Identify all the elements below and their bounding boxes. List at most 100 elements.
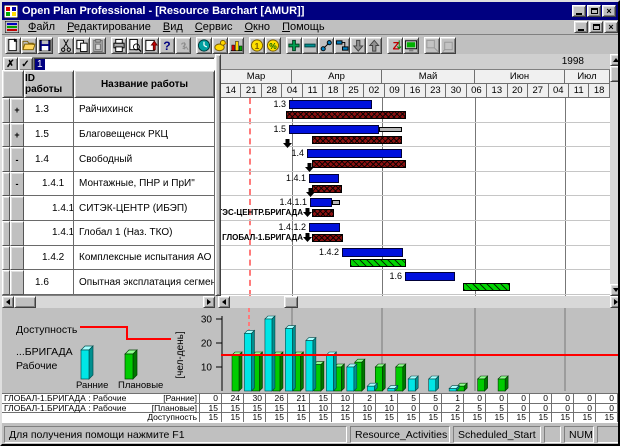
activity-name-cell[interactable]: Благовещенск РКЦ — [74, 122, 215, 148]
resource-value-cell[interactable]: 2 — [442, 403, 464, 413]
resource-value-cell[interactable]: 26 — [266, 393, 288, 403]
menu-window[interactable]: Окно — [244, 21, 271, 33]
gantt-bar-planned[interactable] — [289, 124, 379, 134]
resource-value-cell[interactable]: 12 — [332, 403, 354, 413]
gantt-bar-baseline[interactable] — [286, 111, 406, 119]
gantt-bar-actual[interactable] — [463, 283, 510, 292]
toolbar-split-activity-button[interactable] — [334, 36, 350, 54]
resource-value-cell[interactable]: 0 — [530, 403, 552, 413]
table-scroll-thumb[interactable] — [14, 296, 36, 308]
resource-value-cell[interactable]: 15 — [486, 412, 508, 422]
edit-accept-button[interactable]: ✓ — [18, 57, 33, 71]
menu-view[interactable]: Вид — [162, 21, 183, 33]
gantt-bar-float[interactable] — [332, 200, 340, 206]
toolbar-help-button[interactable]: ? — [159, 36, 175, 54]
resource-value-cell[interactable]: 1 — [376, 393, 398, 403]
resource-value-cell[interactable]: 5 — [398, 393, 420, 403]
resource-value-cell[interactable]: 24 — [222, 393, 244, 403]
pane-splitter[interactable] — [215, 54, 221, 296]
resource-value-cell[interactable]: 15 — [552, 412, 574, 422]
vertical-scroll-thumb[interactable] — [610, 66, 618, 82]
row-selector-button[interactable] — [2, 270, 10, 295]
resource-value-cell[interactable]: 0 — [420, 403, 442, 413]
gantt-bar-planned[interactable] — [405, 272, 455, 282]
resource-value-cell[interactable]: 15 — [332, 412, 354, 422]
gantt-bar-planned[interactable] — [307, 149, 402, 159]
scroll-down-button[interactable] — [610, 284, 618, 296]
toolbar-add-activity-button[interactable] — [286, 36, 302, 54]
toolbar-print-preview-button[interactable] — [127, 36, 143, 54]
activity-id-cell[interactable]: 1.4.1 — [24, 196, 74, 222]
toolbar-time-analysis-button[interactable] — [196, 36, 212, 54]
toolbar-print-button[interactable] — [111, 36, 127, 54]
collapse-button[interactable]: - — [10, 147, 24, 172]
mdi-close-button[interactable]: × — [604, 21, 618, 33]
resource-value-cell[interactable]: 10 — [310, 403, 332, 413]
gantt-bar-planned[interactable] — [289, 100, 372, 109]
table-scroll-left-button[interactable] — [2, 296, 14, 308]
activity-id-cell[interactable]: 1.4.2 — [24, 245, 74, 271]
row-selector-button[interactable] — [2, 171, 10, 197]
resource-value-cell[interactable]: 0 — [574, 403, 596, 413]
resource-value-cell[interactable]: 15 — [310, 412, 332, 422]
gantt-bar-baseline[interactable] — [312, 184, 342, 193]
edit-input[interactable]: 1 — [33, 57, 215, 71]
activity-id-cell[interactable]: 1.3 — [24, 98, 74, 123]
activity-name-cell[interactable]: Райчихинск — [74, 98, 215, 123]
resource-value-cell[interactable]: 15 — [596, 412, 618, 422]
resource-value-cell[interactable]: 21 — [288, 393, 310, 403]
corner-header-cell[interactable] — [2, 70, 24, 98]
toolbar-link-activities-button[interactable] — [318, 36, 334, 54]
resource-value-cell[interactable]: 5 — [420, 393, 442, 403]
menu-tools[interactable]: Сервис — [194, 21, 233, 33]
activity-name-cell[interactable]: Комплексные испытания АО — [74, 245, 215, 271]
gantt-scroll-thumb[interactable] — [284, 296, 298, 308]
resource-value-cell[interactable]: 0 — [508, 403, 530, 413]
row-selector-button[interactable] — [2, 98, 10, 123]
gantt-bar-float[interactable] — [379, 126, 402, 132]
resource-value-cell[interactable]: 15 — [200, 412, 222, 422]
toolbar-percent-complete-button[interactable]: % — [265, 36, 281, 54]
collapse-button[interactable]: - — [10, 171, 24, 197]
resource-value-cell[interactable]: 15 — [508, 412, 530, 422]
activity-id-cell[interactable]: 1.4.1 — [24, 221, 74, 246]
toolbar-copy-button[interactable] — [74, 36, 90, 54]
resource-value-cell[interactable]: 30 — [244, 393, 266, 403]
toolbar-histogram-button[interactable] — [228, 36, 244, 54]
resource-value-cell[interactable]: 10 — [376, 403, 398, 413]
toolbar-resource-analysis-button[interactable] — [212, 36, 228, 54]
resource-value-cell[interactable]: 15 — [200, 403, 222, 413]
resource-value-cell[interactable]: 15 — [266, 403, 288, 413]
restore-button[interactable] — [587, 5, 601, 17]
resource-value-cell[interactable]: 10 — [354, 403, 376, 413]
resource-value-cell[interactable]: 15 — [574, 412, 596, 422]
activity-id-cell[interactable]: 1.6 — [24, 270, 74, 295]
table-scroll-right-button[interactable] — [203, 296, 215, 308]
resource-value-cell[interactable]: 0 — [574, 393, 596, 403]
resource-value-cell[interactable]: 15 — [244, 403, 266, 413]
resource-value-cell[interactable]: 15 — [376, 412, 398, 422]
activity-id-cell[interactable]: 1.4 — [24, 147, 74, 172]
gantt-vertical-scrollbar[interactable] — [610, 54, 618, 296]
activity-name-cell[interactable]: Опытная эксплатация сегмента — [74, 270, 215, 295]
resource-value-cell[interactable]: 15 — [266, 412, 288, 422]
row-selector-button[interactable] — [2, 221, 10, 246]
gantt-bar-actual[interactable] — [350, 258, 406, 267]
gantt-bar-planned[interactable] — [309, 173, 339, 183]
resource-value-cell[interactable]: 11 — [288, 403, 310, 413]
activity-id-cell[interactable]: 1.5 — [24, 122, 74, 148]
resource-value-cell[interactable]: 15 — [222, 403, 244, 413]
document-icon[interactable] — [5, 21, 19, 33]
edit-cancel-button[interactable]: ✗ — [3, 57, 18, 71]
resource-value-cell[interactable]: 0 — [464, 393, 486, 403]
gantt-bar-baseline[interactable] — [312, 209, 334, 218]
menu-file[interactable]: Файл — [28, 21, 56, 33]
activity-name-cell[interactable]: Монтажные, ПНР и ПрИ" — [74, 171, 215, 197]
resource-value-cell[interactable]: 0 — [530, 393, 552, 403]
gantt-bar-baseline[interactable] — [312, 160, 406, 169]
resource-value-cell[interactable]: 15 — [310, 393, 332, 403]
row-selector-button[interactable] — [2, 245, 10, 271]
resource-value-cell[interactable]: 15 — [398, 412, 420, 422]
resource-value-cell[interactable]: 5 — [464, 403, 486, 413]
toolbar-page-setup-button[interactable] — [143, 36, 159, 54]
